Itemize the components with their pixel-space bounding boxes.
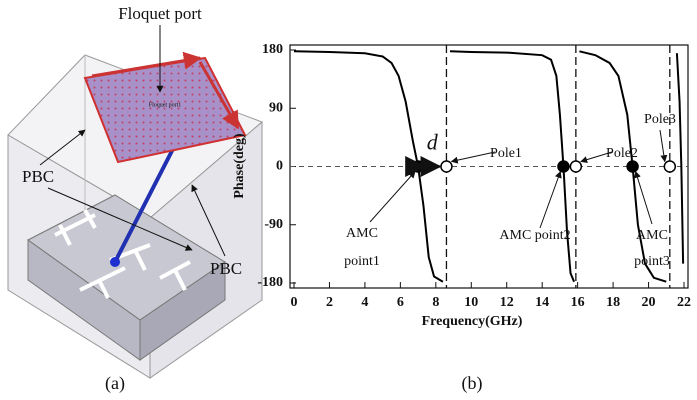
amc-marker [627,161,638,172]
y-tick-label: 180 [262,42,283,57]
y-tick-label: 90 [269,100,283,115]
x-tick-label: 18 [606,295,620,310]
y-tick-label: -90 [264,217,283,232]
pole-marker [570,161,581,172]
x-tick-label: 12 [500,295,514,310]
x-tick-label: 6 [397,295,404,310]
x-tick-label: 20 [642,295,656,310]
x-tick-label: 2 [326,295,333,310]
amc-marker [413,161,424,172]
label-arrow [451,152,495,162]
point-label: Pole2 [606,146,638,161]
x-tick-label: 0 [291,295,298,310]
label-arrow [660,130,665,162]
point-label: Pole1 [490,146,522,161]
x-tick-label: 14 [535,295,549,310]
label-arrow [540,172,560,229]
pbc-label: PBC [22,167,54,186]
pole-marker [441,161,452,172]
unit-cell-diagram: Floquet port1 Floquet port PBC PBC (a) [8,4,262,394]
port-face-label: Floquet port1 [149,102,182,108]
pbc-label: PBC [210,259,242,278]
pole-marker [664,161,675,172]
y-tick-label: -180 [257,275,283,290]
point-label: point1 [344,254,380,269]
caption: (a) [105,373,125,394]
x-tick-label: 10 [464,295,478,310]
point-label: point3 [634,254,670,269]
label-arrow [370,172,415,223]
caption: (b) [462,373,483,394]
amc-marker [558,161,569,172]
x-tick-label: 16 [571,295,585,310]
point-label: Pole3 [644,112,676,127]
y-tick-label: 0 [276,159,283,174]
x-axis-label: Frequency(GHz) [422,314,523,329]
figure: Floquet port1 Floquet port PBC PBC (a) F… [0,0,697,400]
point-label: AMC [636,228,668,243]
point-label: AMC point2 [499,228,570,243]
port-label: Floquet port [118,4,202,23]
x-tick-label: 8 [432,295,439,310]
x-tick-label: 22 [677,295,691,310]
point-label: AMC [346,226,378,241]
distance-label: d [427,130,439,155]
x-tick-label: 4 [361,295,368,310]
feed-point [110,257,120,267]
y-axis-label: Phase(deg) [232,133,247,199]
